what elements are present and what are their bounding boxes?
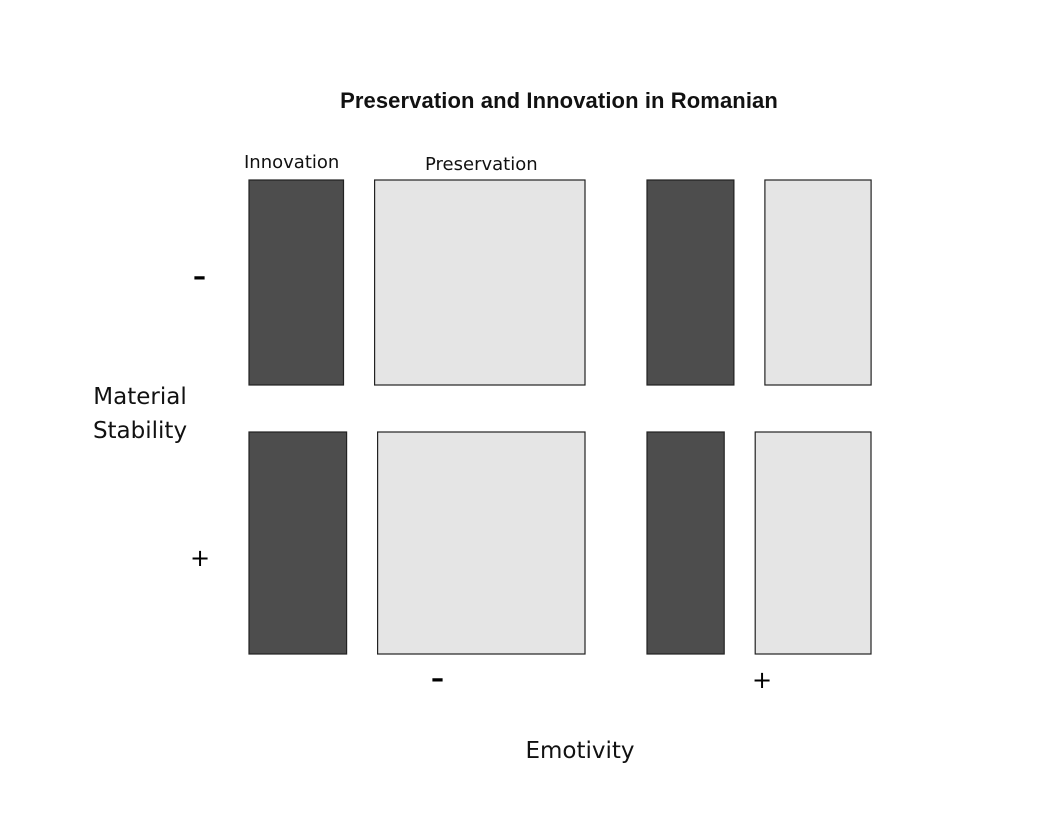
tile-innovation-emo-minus-stab-plus (248, 431, 348, 655)
tile-innovation-emo-plus-stab-minus (646, 179, 735, 386)
tile-innovation-emo-plus-stab-plus (646, 431, 725, 655)
y-tick-minus: – (193, 262, 206, 292)
tile-preservation-emo-minus-stab-plus (377, 431, 586, 655)
tile-innovation-emo-minus-stab-minus (248, 179, 345, 386)
y-tick-plus: + (190, 544, 211, 572)
tile-preservation-emo-minus-stab-minus (374, 179, 586, 386)
legend-label-innovation: Innovation (244, 152, 340, 173)
legend-label-preservation: Preservation (425, 154, 538, 175)
tile-preservation-emo-plus-stab-plus (754, 431, 872, 655)
x-axis-label: Emotivity (525, 738, 635, 764)
x-tick-plus: + (752, 666, 773, 694)
tile-preservation-emo-plus-stab-minus (764, 179, 872, 386)
x-tick-minus: – (431, 664, 444, 694)
y-axis-label: Material Stability (92, 384, 188, 444)
chart-title: Preservation and Innovation in Romanian (340, 88, 778, 113)
